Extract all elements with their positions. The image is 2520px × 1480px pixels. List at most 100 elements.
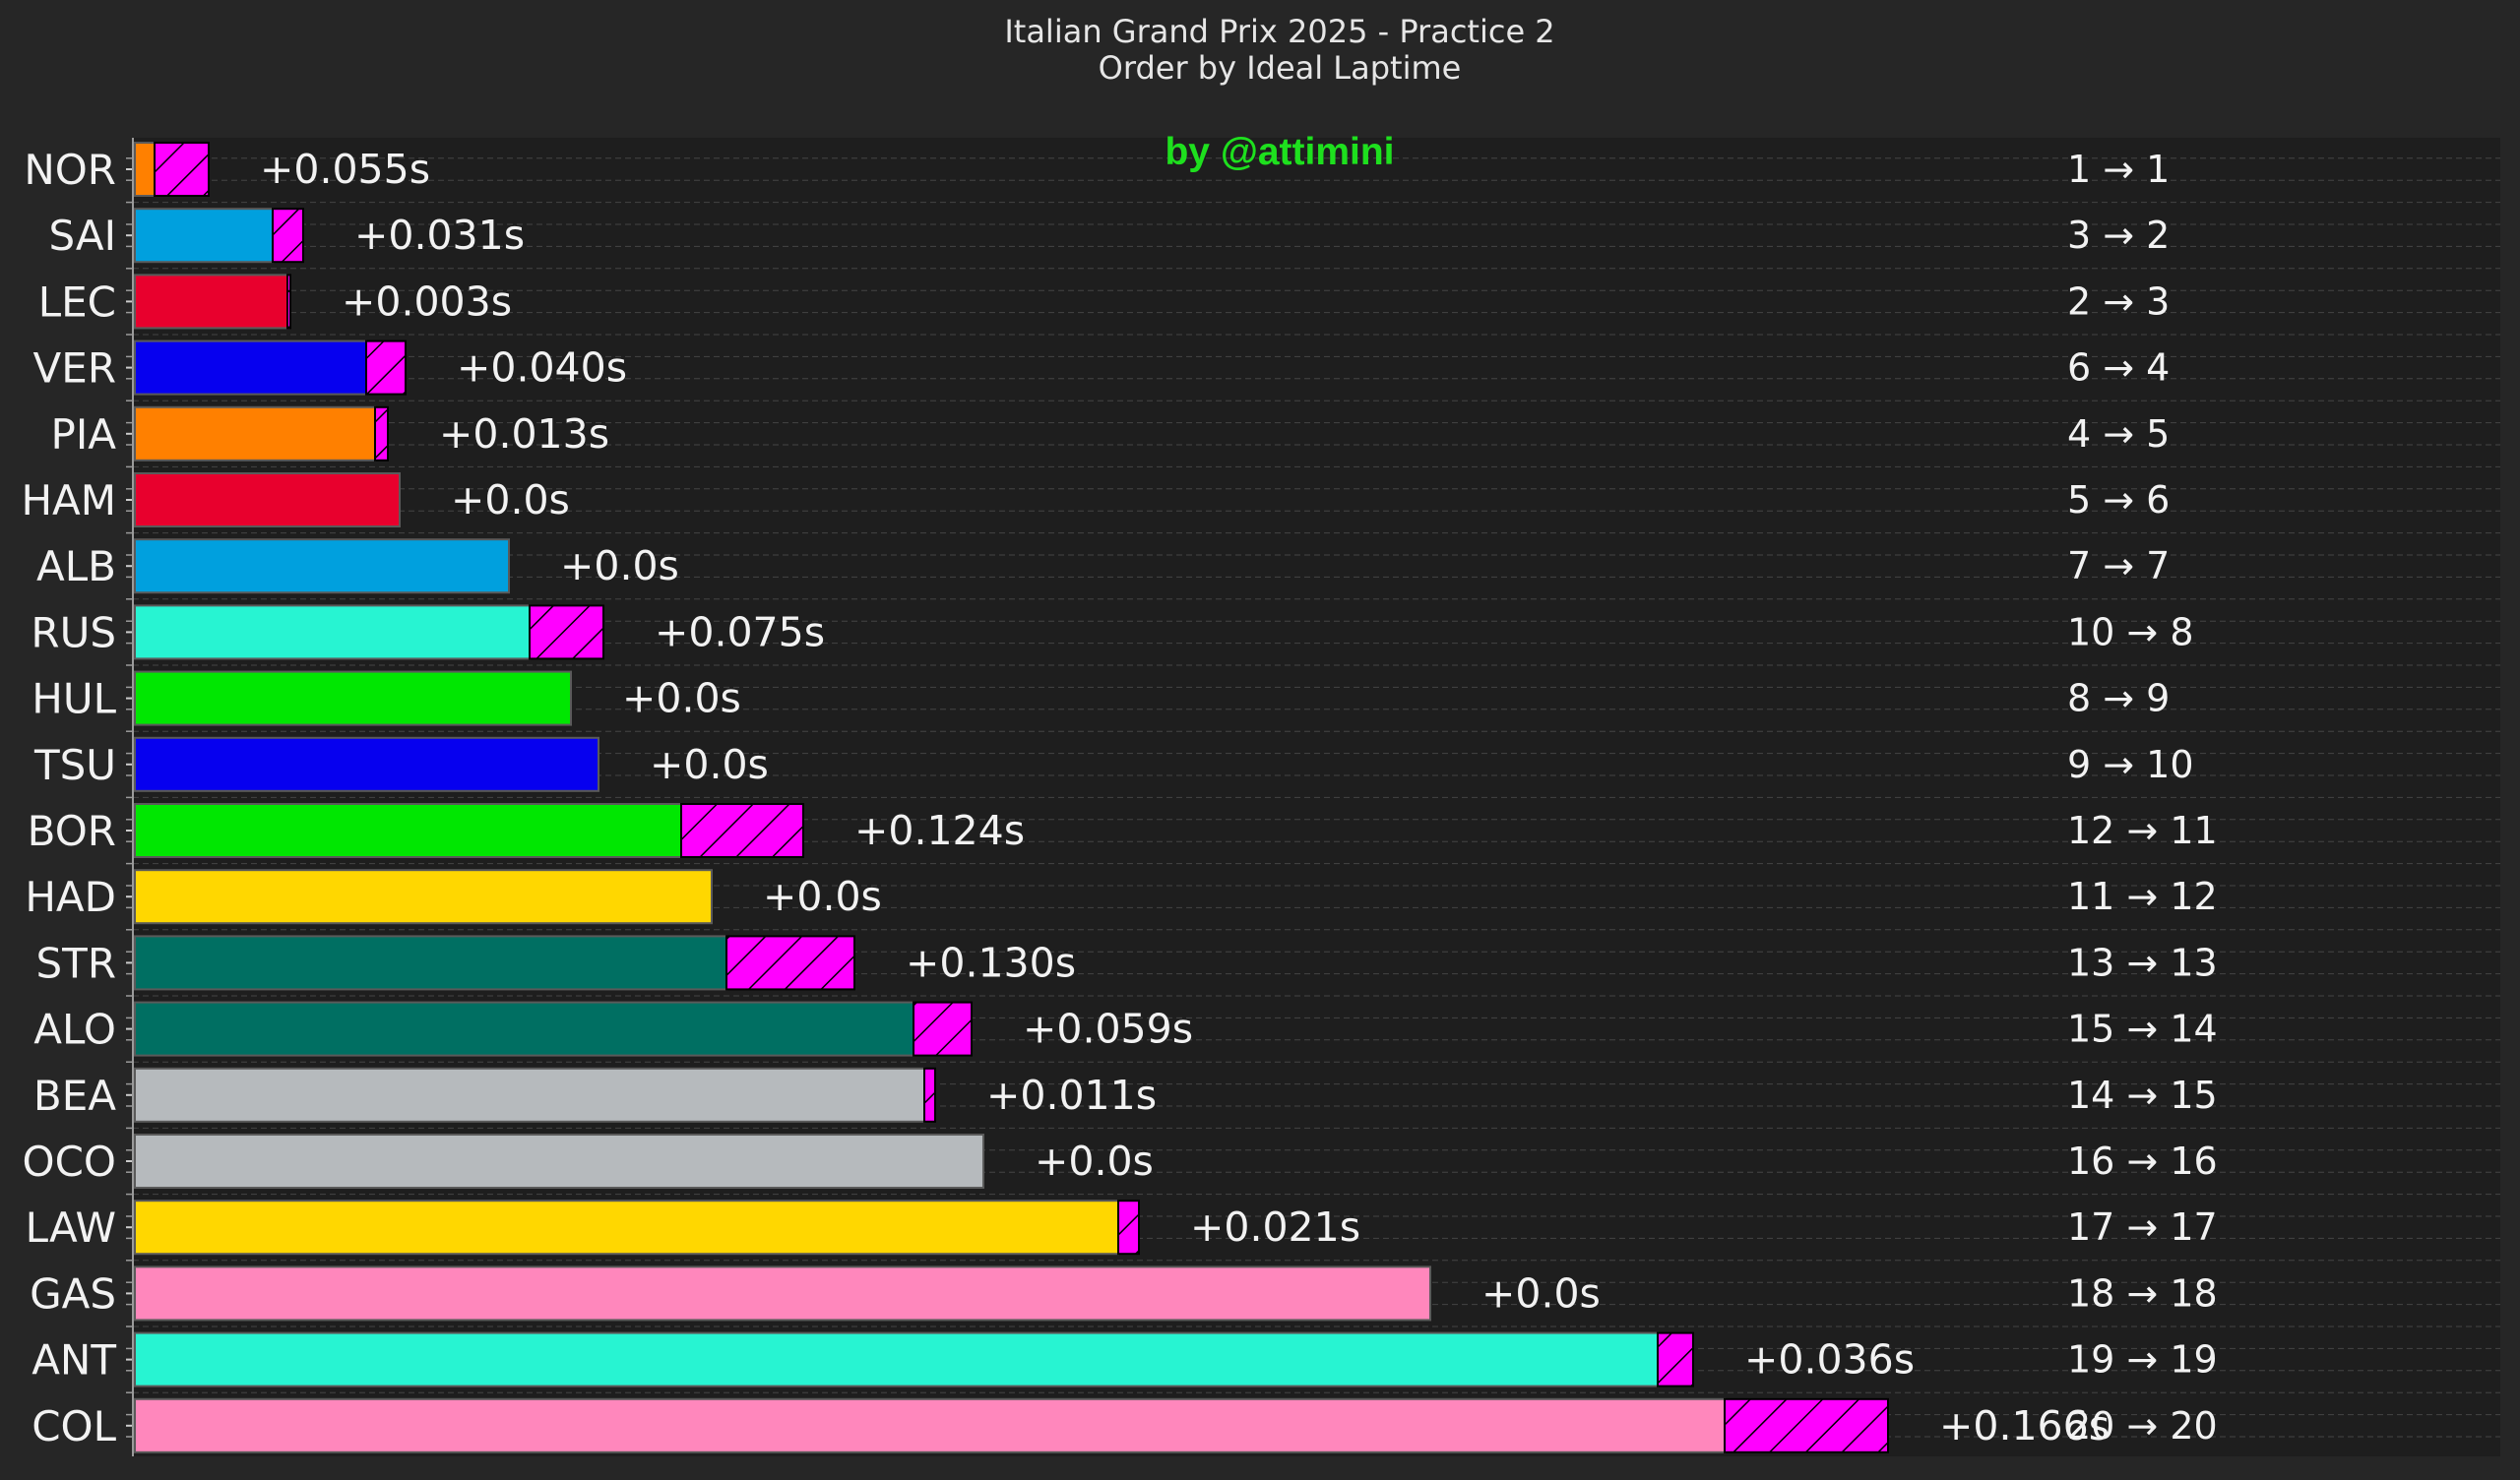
- bar-gas: [134, 1265, 1431, 1322]
- rank-change-law: 17 → 17: [2067, 1205, 2218, 1249]
- bar-rus: [134, 604, 531, 660]
- rank-change-ver: 6 → 4: [2067, 346, 2170, 390]
- bar-col: [134, 1397, 1726, 1453]
- bar-ant: [134, 1331, 1659, 1388]
- delta-label-str: +0.130s: [906, 939, 1076, 986]
- gap-segment-pia: [374, 405, 389, 462]
- driver-label-nor: NOR: [24, 146, 116, 194]
- driver-label-hul: HUL: [32, 675, 116, 723]
- driver-label-pia: PIA: [51, 410, 117, 459]
- delta-label-bea: +0.011s: [986, 1072, 1157, 1119]
- rank-change-bea: 14 → 15: [2067, 1074, 2218, 1117]
- bar-hul: [134, 670, 572, 726]
- watermark-text: by @attimini: [1165, 131, 1394, 173]
- driver-label-ham: HAM: [21, 476, 116, 524]
- bar-bor: [134, 803, 682, 858]
- delta-label-ham: +0.0s: [451, 476, 570, 524]
- chart-title-line2: Order by Ideal Laptime: [1099, 49, 1462, 87]
- bar-ham: [134, 472, 401, 527]
- chart-title-line1: Italian Grand Prix 2025 - Practice 2: [1004, 13, 1554, 50]
- rank-change-nor: 1 → 1: [2067, 148, 2170, 191]
- gap-segment-str: [725, 935, 855, 991]
- gap-segment-rus: [529, 604, 604, 660]
- bar-nor: [134, 142, 156, 197]
- gap-segment-law: [1117, 1200, 1140, 1256]
- driver-label-oco: OCO: [23, 1138, 116, 1186]
- rank-change-pia: 4 → 5: [2067, 412, 2170, 456]
- driver-label-alo: ALO: [33, 1006, 116, 1054]
- gap-segment-ant: [1657, 1331, 1694, 1388]
- bar-ver: [134, 339, 367, 396]
- bar-lec: [134, 274, 288, 330]
- delta-label-col: +0.166s: [1939, 1402, 2110, 1449]
- driver-label-str: STR: [36, 939, 117, 987]
- rank-change-gas: 18 → 18: [2067, 1271, 2218, 1315]
- driver-label-lec: LEC: [38, 278, 116, 326]
- gap-segment-bor: [680, 803, 804, 858]
- gap-segment-nor: [154, 142, 210, 197]
- rank-change-alb: 7 → 7: [2067, 544, 2170, 587]
- bar-had: [134, 869, 713, 925]
- driver-label-bor: BOR: [28, 807, 116, 855]
- driver-labels: NOR SAI LEC VER PIA HAM ALB RUS HUL TSU BOR HAD STR A…: [21, 146, 116, 1450]
- bar-tsu: [134, 736, 599, 792]
- bar-alo: [134, 1001, 914, 1057]
- rank-change-oco: 16 → 16: [2067, 1140, 2218, 1183]
- rank-change-rus: 10 → 8: [2067, 610, 2194, 653]
- rank-change-ant: 19 → 19: [2067, 1338, 2218, 1382]
- gap-segment-col: [1724, 1397, 1889, 1453]
- rank-change-labels: 1 → 1 3 → 2 2 → 3 6 → 4 4 → 5 5 → 6 7 → 7 10 → …: [2067, 148, 2218, 1448]
- driver-label-rus: RUS: [31, 608, 116, 656]
- rank-change-sai: 3 → 2: [2067, 214, 2170, 257]
- delta-labels: +0.055s +0.031s +0.003s +0.040s +0.013s +0.0s…: [260, 146, 2110, 1449]
- rank-change-alo: 15 → 14: [2067, 1008, 2218, 1051]
- gap-segment-sai: [272, 208, 304, 264]
- delta-label-alb: +0.0s: [560, 542, 679, 589]
- bar-oco: [134, 1134, 984, 1189]
- driver-label-law: LAW: [26, 1203, 116, 1252]
- delta-label-sai: +0.031s: [354, 212, 525, 259]
- delta-label-gas: +0.0s: [1481, 1269, 1601, 1317]
- bar-alb: [134, 538, 510, 594]
- y-axis-ticks: [126, 157, 133, 1438]
- bar-bea: [134, 1067, 925, 1123]
- delta-label-pia: +0.013s: [439, 410, 609, 458]
- rank-change-str: 13 → 13: [2067, 941, 2218, 984]
- delta-label-ver: +0.040s: [457, 344, 627, 392]
- rank-change-had: 11 → 12: [2067, 875, 2218, 918]
- delta-label-oco: +0.0s: [1035, 1138, 1154, 1185]
- delta-label-rus: +0.075s: [655, 608, 825, 655]
- rank-change-col: 20 → 20: [2067, 1404, 2218, 1448]
- bar-str: [134, 935, 727, 991]
- rank-change-hul: 8 → 9: [2067, 677, 2170, 720]
- delta-label-bor: +0.124s: [854, 807, 1025, 854]
- driver-label-sai: SAI: [48, 212, 116, 260]
- bar-series: [134, 142, 1889, 1453]
- rank-change-ham: 5 → 6: [2067, 478, 2170, 522]
- gap-segment-alo: [913, 1001, 973, 1057]
- delta-label-ant: +0.036s: [1744, 1336, 1915, 1384]
- driver-label-alb: ALB: [36, 542, 116, 590]
- rank-change-lec: 2 → 3: [2067, 279, 2170, 323]
- driver-label-ant: ANT: [32, 1336, 116, 1385]
- driver-label-bea: BEA: [33, 1072, 116, 1120]
- delta-label-lec: +0.003s: [342, 278, 512, 325]
- rank-change-tsu: 9 → 10: [2067, 743, 2194, 786]
- delta-label-nor: +0.055s: [260, 146, 430, 193]
- delta-label-alo: +0.059s: [1023, 1006, 1193, 1053]
- gap-segment-ver: [365, 339, 407, 396]
- gap-segment-bea: [923, 1067, 936, 1123]
- delta-label-law: +0.021s: [1190, 1203, 1360, 1251]
- bar-pia: [134, 405, 376, 462]
- driver-label-gas: GAS: [30, 1269, 116, 1318]
- driver-label-ver: VER: [33, 344, 116, 393]
- gap-segment-lec: [286, 274, 291, 330]
- rank-change-bor: 12 → 11: [2067, 809, 2218, 852]
- delta-label-tsu: +0.0s: [650, 741, 769, 788]
- driver-label-had: HAD: [25, 873, 116, 921]
- delta-label-hul: +0.0s: [622, 675, 741, 722]
- driver-label-tsu: TSU: [33, 741, 116, 789]
- bar-law: [134, 1200, 1119, 1256]
- bar-sai: [134, 208, 274, 264]
